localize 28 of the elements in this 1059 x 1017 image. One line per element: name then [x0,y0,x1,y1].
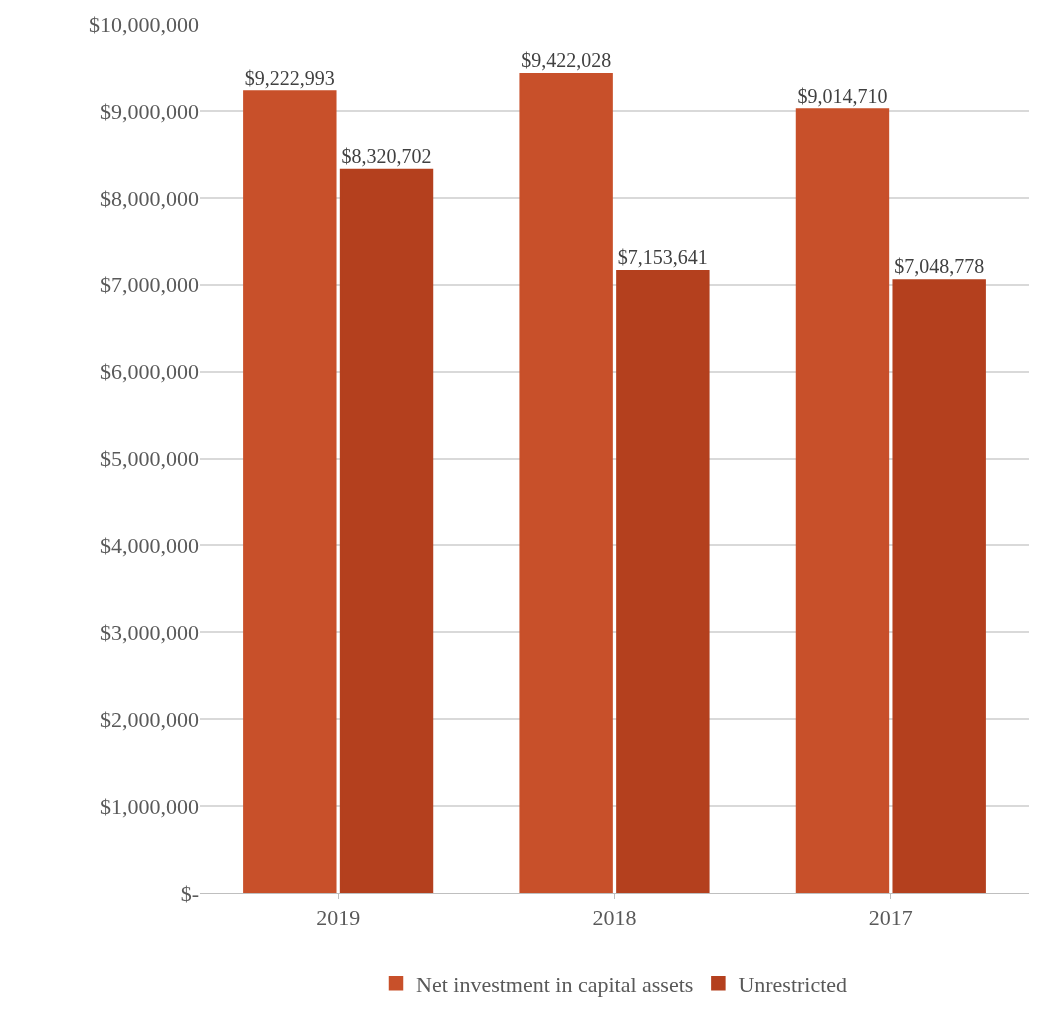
data-label: $9,422,028 [521,49,612,72]
bar [243,90,337,893]
legend-label: Net investment in capital assets [416,971,694,997]
data-label: $9,222,993 [244,66,335,89]
y-tick-label: $4,000,000 [100,533,199,559]
data-label: $7,048,778 [894,255,985,278]
bar [795,108,890,893]
data-label: $9,014,710 [797,84,888,107]
x-tick-label: 2019 [316,905,361,931]
data-label: $7,153,641 [617,246,708,269]
y-tick-label: $6,000,000 [100,359,199,385]
y-tick-label: $1,000,000 [100,793,199,819]
y-tick-label: $5,000,000 [100,446,199,472]
bar [339,168,434,893]
legend-label: Unrestricted [738,971,848,997]
y-tick-label: $- [180,880,199,906]
y-tick-label: $9,000,000 [100,98,199,124]
bar [892,279,986,893]
bar [616,270,710,893]
bar [519,72,613,893]
y-tick-label: $8,000,000 [100,185,199,211]
y-tick-label: $7,000,000 [100,272,199,298]
x-tick-label: 2018 [592,905,637,931]
x-tick-label: 2017 [868,905,913,931]
y-tick-label: $2,000,000 [100,706,199,732]
y-tick-label: $10,000,000 [89,11,199,37]
y-tick-label: $3,000,000 [100,620,199,645]
data-label: $8,320,702 [341,144,432,167]
